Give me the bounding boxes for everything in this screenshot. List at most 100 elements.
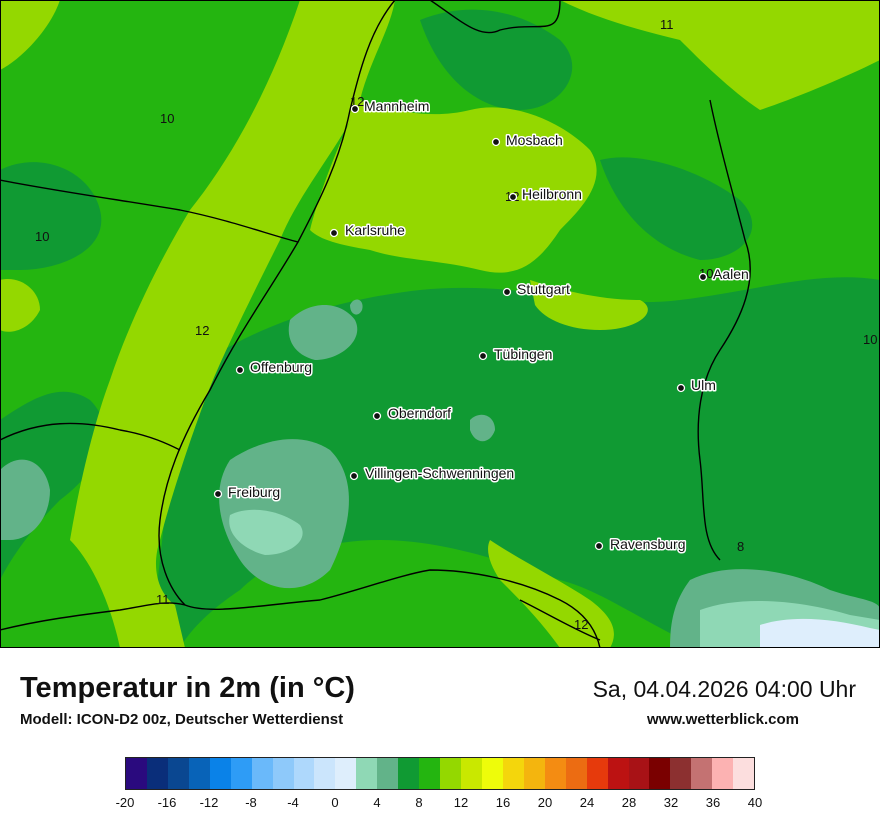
legend-color-cell xyxy=(398,758,420,789)
legend-color-cell xyxy=(440,758,461,789)
legend-color-cell xyxy=(167,758,189,789)
isotherm-label: 12 xyxy=(574,617,588,632)
legend-color-cell xyxy=(230,758,252,789)
city-offenburg[interactable]: Offenburg xyxy=(235,358,314,377)
website-link[interactable]: www.wetterblick.com xyxy=(647,711,799,728)
city-label: Heilbronn xyxy=(522,186,582,202)
city-aalen[interactable]: Aalen xyxy=(698,265,750,284)
color-legend xyxy=(125,757,755,790)
region-border-sw xyxy=(0,422,181,451)
city-ulm[interactable]: Ulm xyxy=(676,376,717,395)
legend-tick-label: 28 xyxy=(621,795,637,810)
legend-color-cell xyxy=(335,758,357,789)
legend-tick-label: 16 xyxy=(495,795,511,810)
city-label: Freiburg xyxy=(228,484,280,500)
legend-tick-label: 40 xyxy=(747,795,763,810)
legend-color-cell xyxy=(419,758,441,789)
city-label: Aalen xyxy=(713,266,749,282)
legend-color-cell xyxy=(733,758,755,789)
model-subtitle: Modell: ICON-D2 00z, Deutscher Wetterdie… xyxy=(20,711,344,728)
isotherm-label: 8 xyxy=(737,539,744,554)
legend-color-cell xyxy=(146,758,168,789)
legend-tick-label: 24 xyxy=(579,795,595,810)
city-marker xyxy=(349,471,359,481)
temp-zone-mild xyxy=(0,0,880,648)
legend-tick-label: 8 xyxy=(415,795,423,810)
city-karlsruhe[interactable]: Karlsruhe xyxy=(329,221,407,240)
region-border-south xyxy=(0,602,186,631)
legend-tick-label: 0 xyxy=(331,795,339,810)
city-label: Karlsruhe xyxy=(345,222,405,238)
city-tuebingen[interactable]: Tübingen xyxy=(478,345,554,364)
info-panel: Temperatur in 2m (in °C) Modell: ICON-D2… xyxy=(0,648,880,830)
state-border-east xyxy=(697,99,751,561)
city-marker xyxy=(329,228,339,238)
legend-color-cell xyxy=(293,758,315,789)
legend-color-cell xyxy=(586,758,608,789)
city-marker xyxy=(372,411,382,421)
city-marker xyxy=(478,351,488,361)
legend-color-cell xyxy=(377,758,399,789)
legend-color-cell xyxy=(356,758,378,789)
legend-color-cell xyxy=(523,758,545,789)
legend-color-cell xyxy=(188,758,210,789)
city-label: Stuttgart xyxy=(517,281,570,297)
legend-tick-label: -20 xyxy=(115,795,135,810)
legend-color-cell xyxy=(502,758,524,789)
city-marker xyxy=(350,104,360,114)
city-marker xyxy=(502,287,512,297)
legend-color-cell xyxy=(481,758,503,789)
legend-tick-label: -4 xyxy=(287,795,299,810)
city-label: Villingen-Schwenningen xyxy=(365,465,514,481)
city-heilbronn[interactable]: Heilbronn xyxy=(508,185,583,204)
city-marker xyxy=(491,137,501,147)
city-label: Mannheim xyxy=(364,98,429,114)
city-mosbach[interactable]: Mosbach xyxy=(491,131,564,150)
legend-tick-label: 32 xyxy=(663,795,679,810)
city-label: Ravensburg xyxy=(610,536,686,552)
legend-tick-label: -8 xyxy=(245,795,257,810)
city-villingen-schwenningen[interactable]: Villingen-Schwenningen xyxy=(349,464,516,483)
legend-tick-label: 36 xyxy=(705,795,721,810)
legend-color-cell xyxy=(607,758,629,789)
city-marker xyxy=(508,192,518,202)
state-border-ne xyxy=(429,0,561,34)
legend-color-cell xyxy=(565,758,587,789)
legend-tick-label: 12 xyxy=(453,795,469,810)
forecast-datetime: Sa, 04.04.2026 04:00 Uhr xyxy=(592,676,856,702)
legend-color-cell xyxy=(670,758,692,789)
cities: Mannheim Mosbach Heilbronn Karlsruhe Aal… xyxy=(213,97,750,554)
isotherm-label: 10 xyxy=(160,111,174,126)
legend-color-cell xyxy=(461,758,482,789)
legend-color-cell xyxy=(314,758,336,789)
city-marker xyxy=(235,365,245,375)
city-ravensburg[interactable]: Ravensburg xyxy=(594,535,687,554)
isotherm-label: 10 xyxy=(863,332,877,347)
city-label: Mosbach xyxy=(506,132,563,148)
legend-tick-label: 4 xyxy=(373,795,381,810)
city-marker xyxy=(676,383,686,393)
legend-color-cell xyxy=(209,758,231,789)
city-label: Offenburg xyxy=(250,359,312,375)
city-stuttgart[interactable]: Stuttgart xyxy=(502,280,572,299)
city-marker xyxy=(698,272,708,282)
country-border-rhine xyxy=(158,241,601,648)
temp-zone-very-cold xyxy=(760,618,880,648)
legend-ticks: -20 -16 -12 -8 -4 0 4 8 12 16 20 24 28 32 36 40 xyxy=(0,795,880,815)
city-label: Ulm xyxy=(691,377,716,393)
legend-color-cell xyxy=(126,758,147,789)
isotherm-label: 12 xyxy=(195,323,209,338)
legend-tick-label: 20 xyxy=(537,795,553,810)
city-mannheim[interactable]: Mannheim xyxy=(350,97,431,116)
legend-color-cell xyxy=(691,758,713,789)
state-border-north xyxy=(0,0,396,243)
city-label: Tübingen xyxy=(494,346,552,362)
legend-color-cell xyxy=(544,758,566,789)
borders xyxy=(0,0,751,648)
city-oberndorf[interactable]: Oberndorf xyxy=(372,404,453,423)
city-freiburg[interactable]: Freiburg xyxy=(213,483,282,502)
city-label: Oberndorf xyxy=(388,405,451,421)
legend-tick-label: -12 xyxy=(199,795,219,810)
legend-color-cell xyxy=(712,758,734,789)
legend-tick-label: -16 xyxy=(157,795,177,810)
